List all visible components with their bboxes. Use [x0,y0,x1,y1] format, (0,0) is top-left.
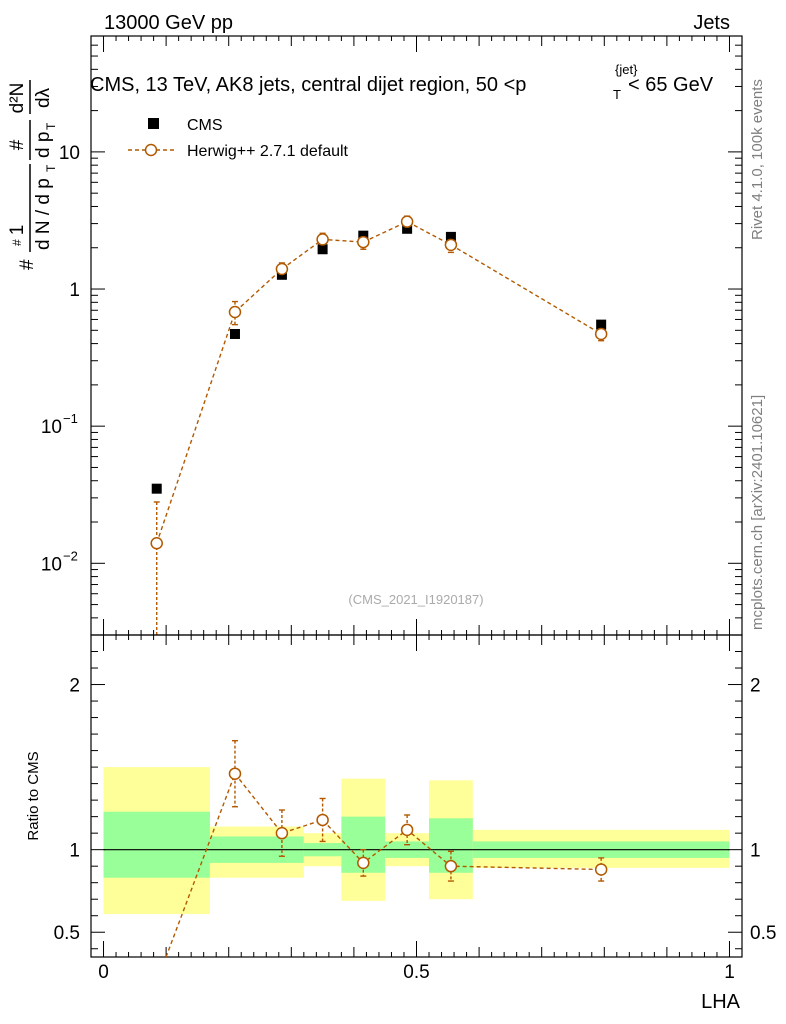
legend-cms-label: CMS [187,117,223,134]
cms-data-point [358,230,369,241]
plot-title: CMS, 13 TeV, AK8 jets, central dijet reg… [90,74,526,96]
legend-mc-marker [144,143,158,157]
mcplots-label: mcplots.cern.ch [arXiv:2401.10621] [749,395,766,630]
ratio-plot: 0 0.5 1 0.5 0.5 1 1 2 2 [54,634,776,983]
ratio-y-tick-label-left: 1 [69,841,80,862]
analysis-watermark: (CMS_2021_I1920187) [348,592,483,607]
y-label-hash: # [17,259,38,270]
y-label-frac1-den: d N / d p [33,178,54,250]
y-label-frac1-hash: # [10,239,24,246]
main-y-tick-label: 10 [59,143,80,164]
mc-data-point [275,262,289,276]
ratio-data-point [275,826,289,840]
cms-data-point [445,231,456,242]
y-label-frac1-num: 1 [7,225,28,236]
main-y-tick-exponent: −1 [63,411,78,426]
header-category: Jets [693,12,730,34]
plot-title-end: < 65 GeV [628,74,714,96]
plot-title-main: CMS, 13 TeV, AK8 jets, central dijet reg… [90,74,526,96]
main-y-tick-label: 1 [69,280,80,301]
ratio-x-tick-label: 1 [724,962,735,983]
ratio-data-point [400,823,414,837]
ratio-data-point [357,856,370,870]
plot-title-sub: T [613,87,621,102]
main-y-tick-label: 10 [41,417,62,438]
ratio-y-tick-label-right: 2 [750,676,761,697]
mc-data-point [228,305,242,319]
ratio-y-tick-label-right: 1 [750,841,761,862]
ratio-y-tick-label-right: 0.5 [750,923,776,944]
y-label-frac3-num: d²N [7,83,28,114]
ratio-y-tick-label-left: 0.5 [54,923,80,944]
legend: CMS Herwig++ 2.7.1 default [128,117,349,160]
ratio-x-tick-label: 0.5 [403,962,429,983]
mc-data-point [357,235,370,249]
rivet-label: Rivet 4.1.0, 100k events [749,79,766,240]
ratio-data-point [444,859,458,873]
ratio-data-point [594,863,608,876]
cms-data-point [151,483,162,494]
legend-cms-marker [148,118,159,129]
ratio-series-line [165,772,602,958]
ratio-y-tick-label-left: 2 [69,676,80,697]
mc-data-point [594,327,608,341]
main-y-axis-label: # 1 # d N / d p T # d p T d²N dλ [7,80,58,270]
cms-data-point [402,223,413,234]
main-y-tick-label: 10 [41,554,62,575]
ratio-data-point [316,813,329,827]
ratio-band-inner [103,811,210,878]
mc-data-point [150,537,163,550]
legend-mc-label: Herwig++ 2.7.1 default [187,143,349,160]
ratio-x-tick-label: 0 [98,962,109,983]
ratio-y-axis-label: Ratio to CMS [25,751,42,840]
cms-data-point [229,328,240,339]
y-label-frac2-sub: T [44,122,58,130]
y-label-frac3-den: dλ [33,87,54,108]
y-label-frac2-num: # [7,139,28,150]
cms-data-point [596,319,607,330]
header-process: 13000 GeV pp [104,12,233,34]
mc-data-point [444,238,458,252]
y-label-frac1-sub: T [44,164,58,172]
x-axis-label: LHA [701,991,741,1013]
y-label-frac2-den: d p [33,132,54,158]
plot-title-sup: {jet} [615,62,638,77]
ratio-data-point [228,767,242,780]
mc-series-line [156,220,602,544]
mc-data-point [400,215,414,228]
cms-data-point [317,244,328,255]
main-y-tick-exponent: −2 [63,548,78,563]
mc-data-point [316,233,329,246]
